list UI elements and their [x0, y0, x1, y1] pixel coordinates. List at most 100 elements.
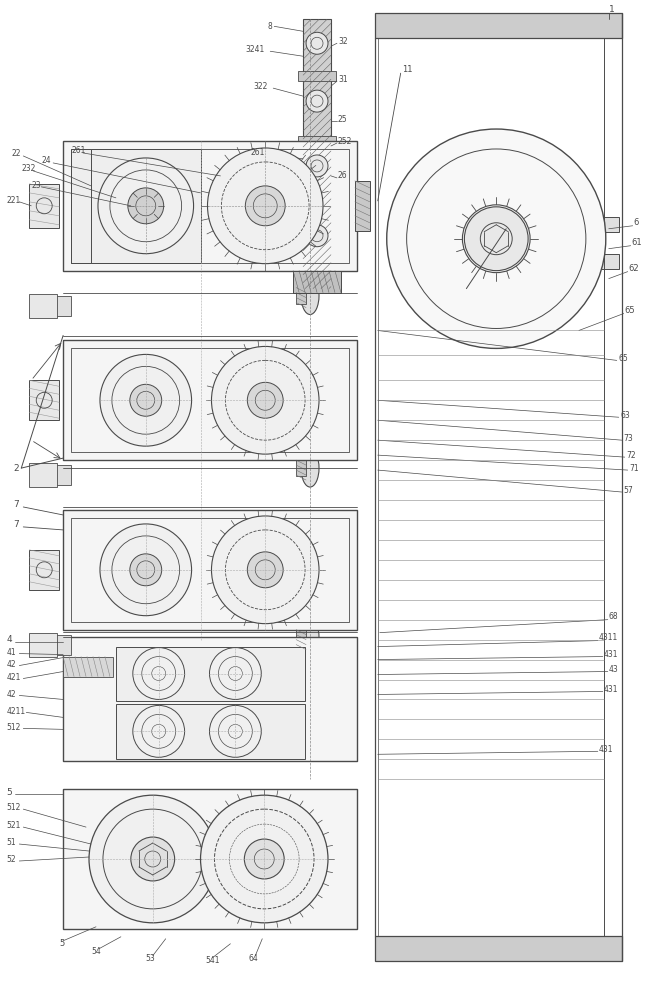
Text: 5: 5 — [6, 788, 12, 797]
Bar — [116, 647, 305, 701]
Bar — [298, 136, 336, 146]
Bar — [71, 518, 349, 622]
Text: 25: 25 — [338, 115, 347, 124]
Circle shape — [306, 32, 328, 54]
Text: 521: 521 — [6, 821, 21, 830]
Bar — [91, 149, 200, 263]
Text: 22: 22 — [12, 149, 21, 158]
Ellipse shape — [301, 619, 319, 657]
Text: 431: 431 — [604, 685, 618, 694]
Ellipse shape — [301, 449, 319, 487]
Circle shape — [306, 155, 328, 177]
Circle shape — [100, 354, 192, 446]
Text: 6: 6 — [634, 218, 639, 227]
Text: 512: 512 — [6, 803, 21, 812]
Text: 54: 54 — [91, 947, 100, 956]
Bar — [375, 936, 621, 961]
Text: 65: 65 — [625, 306, 635, 315]
Text: 4311: 4311 — [599, 633, 618, 642]
Text: 57: 57 — [624, 486, 634, 495]
Circle shape — [133, 705, 185, 757]
Text: 5: 5 — [59, 939, 64, 948]
Circle shape — [465, 207, 528, 271]
Circle shape — [306, 225, 328, 247]
Text: 4211: 4211 — [6, 707, 25, 716]
Text: 232: 232 — [21, 164, 36, 173]
Bar — [63, 657, 113, 677]
Bar — [29, 184, 59, 228]
Bar — [63, 789, 357, 929]
Bar — [116, 704, 305, 759]
Circle shape — [128, 188, 164, 224]
Circle shape — [248, 382, 283, 418]
Circle shape — [209, 648, 261, 699]
Bar — [296, 288, 306, 304]
Text: 3241: 3241 — [245, 45, 264, 54]
Bar — [293, 271, 341, 293]
Circle shape — [306, 90, 328, 112]
Bar — [29, 294, 57, 318]
Circle shape — [209, 705, 261, 757]
Bar — [296, 460, 306, 476]
Text: 42: 42 — [6, 660, 16, 669]
Text: 7: 7 — [14, 500, 19, 509]
Text: 42: 42 — [6, 690, 16, 699]
Bar — [29, 550, 59, 590]
Text: 32: 32 — [338, 37, 347, 46]
Text: 51: 51 — [6, 838, 16, 847]
Text: 64: 64 — [248, 954, 258, 963]
Text: 72: 72 — [627, 451, 636, 460]
Bar — [29, 633, 57, 657]
Text: 68: 68 — [608, 612, 618, 621]
Text: 24: 24 — [41, 156, 51, 165]
Bar — [63, 510, 357, 630]
Bar — [601, 254, 619, 269]
Bar — [71, 149, 166, 263]
Bar — [296, 630, 306, 646]
Bar — [63, 637, 357, 761]
Text: 512: 512 — [6, 723, 21, 732]
Circle shape — [130, 554, 162, 586]
Text: 261: 261 — [251, 148, 265, 157]
Bar — [298, 71, 336, 81]
Circle shape — [89, 795, 216, 923]
Text: 11: 11 — [402, 65, 412, 74]
Bar — [56, 465, 71, 485]
Text: 43: 43 — [608, 665, 619, 674]
Text: 26: 26 — [338, 171, 347, 180]
Bar — [375, 13, 621, 38]
Text: 431: 431 — [599, 745, 613, 754]
Circle shape — [130, 384, 162, 416]
Bar — [63, 141, 357, 271]
Text: 73: 73 — [624, 434, 634, 443]
Text: 261: 261 — [71, 146, 86, 155]
Circle shape — [246, 186, 285, 226]
Circle shape — [248, 552, 283, 588]
Bar — [355, 181, 370, 231]
Circle shape — [387, 129, 606, 348]
Text: 23: 23 — [31, 181, 41, 190]
Circle shape — [133, 648, 185, 699]
Circle shape — [207, 148, 323, 264]
Bar — [63, 340, 357, 460]
Bar — [303, 19, 331, 289]
Bar — [29, 380, 59, 420]
Bar — [56, 635, 71, 655]
Text: 71: 71 — [630, 464, 640, 473]
Bar — [29, 463, 57, 487]
Circle shape — [100, 524, 192, 616]
Circle shape — [211, 516, 319, 624]
Circle shape — [200, 795, 328, 923]
Text: 7: 7 — [14, 520, 19, 529]
Bar — [71, 348, 349, 452]
Text: 322: 322 — [254, 82, 268, 91]
Text: 41: 41 — [6, 648, 16, 657]
Text: 61: 61 — [632, 238, 642, 247]
Circle shape — [244, 839, 284, 879]
Text: 4: 4 — [6, 635, 12, 644]
Text: 63: 63 — [621, 411, 631, 420]
Text: 2: 2 — [14, 464, 19, 473]
Bar — [601, 217, 619, 232]
Text: 53: 53 — [146, 954, 156, 963]
Text: 221: 221 — [6, 196, 21, 205]
